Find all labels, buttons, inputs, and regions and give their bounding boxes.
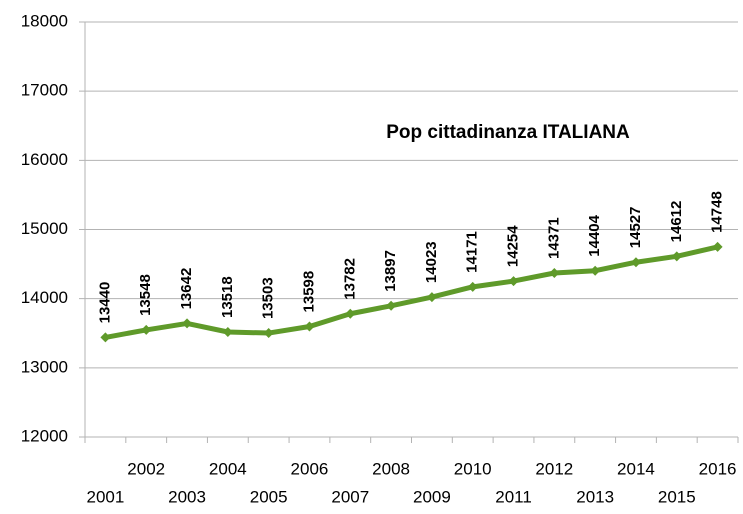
data-label: 13440 xyxy=(96,282,113,324)
data-point xyxy=(671,251,682,262)
data-label: 14023 xyxy=(423,241,440,283)
data-point xyxy=(467,281,478,292)
data-point xyxy=(549,268,560,279)
data-point xyxy=(182,318,193,329)
data-label: 13518 xyxy=(219,276,236,318)
y-tick-label: 17000 xyxy=(21,81,68,100)
x-tick-label: 2007 xyxy=(331,487,369,506)
data-point xyxy=(345,308,356,319)
data-label: 13598 xyxy=(300,271,317,313)
data-point xyxy=(508,276,519,287)
data-label: 14254 xyxy=(505,225,522,267)
data-point xyxy=(630,257,641,268)
data-point xyxy=(304,321,315,332)
data-label: 13503 xyxy=(260,277,277,319)
data-label: 13897 xyxy=(382,250,399,292)
x-tick-label: 2004 xyxy=(209,459,247,478)
data-point xyxy=(712,241,723,252)
data-label: 14527 xyxy=(627,206,644,248)
x-tick-label: 2002 xyxy=(127,459,165,478)
chart-title: Pop cittadinanza ITALIANA xyxy=(386,122,630,143)
data-line xyxy=(104,244,719,340)
y-tick-label: 15000 xyxy=(21,219,68,238)
x-tick-label: 2016 xyxy=(699,459,737,478)
data-label: 14371 xyxy=(545,217,562,259)
x-tick-label: 2015 xyxy=(658,487,696,506)
data-point xyxy=(141,324,152,335)
data-label: 13642 xyxy=(178,268,195,310)
data-point xyxy=(100,332,111,343)
x-tick-label: 2013 xyxy=(576,487,614,506)
x-tick-label: 2005 xyxy=(250,487,288,506)
x-tick-label: 2014 xyxy=(617,459,655,478)
x-tick-label: 2008 xyxy=(372,459,410,478)
data-label: 14171 xyxy=(464,231,481,273)
x-tick-label: 2012 xyxy=(535,459,573,478)
y-tick-label: 16000 xyxy=(21,150,68,169)
y-tick-label: 13000 xyxy=(21,357,68,376)
x-tick-label: 2010 xyxy=(454,459,492,478)
x-tick-label: 2003 xyxy=(168,487,206,506)
y-tick-label: 14000 xyxy=(21,288,68,307)
data-label: 13782 xyxy=(341,258,358,300)
data-point xyxy=(590,265,601,276)
data-label: 13548 xyxy=(137,274,154,316)
y-tick-label: 12000 xyxy=(21,426,68,445)
data-point xyxy=(222,327,233,338)
x-tick-label: 2006 xyxy=(291,459,329,478)
data-label: 14748 xyxy=(709,191,726,233)
data-point xyxy=(263,328,274,339)
data-label: 14404 xyxy=(586,214,603,256)
x-tick-label: 2009 xyxy=(413,487,451,506)
data-point xyxy=(386,300,397,311)
x-tick-label: 2011 xyxy=(495,487,532,506)
y-tick-label: 18000 xyxy=(21,11,68,30)
data-label: 14612 xyxy=(668,201,685,243)
x-tick-label: 2001 xyxy=(86,487,124,506)
data-point xyxy=(426,292,437,303)
